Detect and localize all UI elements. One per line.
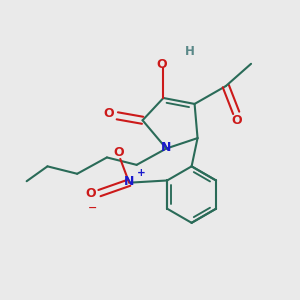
- Text: H: H: [184, 45, 194, 58]
- Text: O: O: [157, 58, 167, 71]
- Text: N: N: [161, 141, 172, 154]
- Text: N: N: [124, 175, 134, 188]
- Text: O: O: [104, 107, 114, 120]
- Text: O: O: [85, 187, 96, 200]
- Text: +: +: [137, 168, 146, 178]
- Text: O: O: [231, 114, 242, 127]
- Text: −: −: [87, 202, 97, 212]
- Text: O: O: [113, 146, 124, 159]
